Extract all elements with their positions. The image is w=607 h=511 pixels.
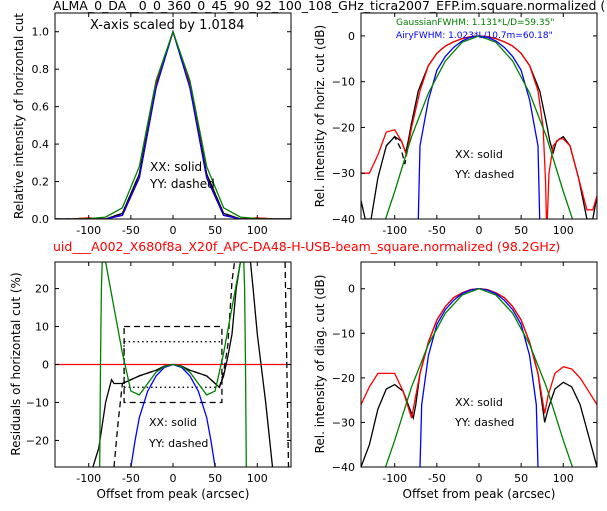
ylabel-top-right: Rel. intensity of horiz. cut (dB) [313, 25, 327, 207]
series-line-bl-9 [99, 262, 247, 467]
y-tick-label-tl: 0.0 [32, 213, 50, 226]
series-line-tr-4 [384, 35, 574, 219]
panel-top-right: -100 -50 0 50 100 −40 −30 −20 −10 0 GaussianFWHM:… [313, 12, 598, 237]
legend-yy-bottom-right: YY: dashed [454, 416, 514, 429]
y-tick-label-tr: −10 [332, 76, 355, 89]
panel-top-left: -100 -50 0 50 100 0.0 0.2 0.4 0.6 0.8 1.0 X-axis s… [12, 12, 292, 237]
ylabel-bottom-right: Rel. intensity of diag. cut (dB) [313, 275, 327, 454]
series-group-top-right [361, 35, 597, 219]
x-tick-label-tr: 0 [476, 224, 483, 237]
x-tick-label-tl: 0 [170, 224, 177, 237]
panel-bottom-left: -100 -50 0 50 100 −20 −10 0 10 20 XX: solid YY: d… [9, 261, 292, 501]
series-line-bl-6 [113, 262, 236, 467]
y-tick-label-tl: 0.2 [32, 176, 50, 189]
series-line-bl-4 [123, 325, 223, 404]
ticks-bottom-right: -100 -50 0 50 100 −40 −30 −20 −10 0 [332, 262, 597, 485]
series-line-tr-0 [361, 35, 597, 219]
y-tick-label-br: −40 [332, 461, 355, 474]
series-line-br-3 [384, 288, 574, 467]
x-tick-label-br: -50 [428, 472, 446, 485]
x-tick-label-bl: -100 [76, 472, 101, 485]
series-line-br-2 [419, 288, 539, 467]
x-tick-label-tl: -50 [122, 224, 140, 237]
x-tick-label-br: 0 [476, 472, 483, 485]
legend-xx-bottom-right: XX: solid [455, 396, 503, 409]
series-line-tr-3 [417, 35, 541, 219]
legend-xx-bottom-left: XX: solid [149, 416, 197, 429]
y-tick-label-tr: −20 [332, 121, 355, 134]
series-line-tr-2 [361, 35, 597, 219]
x-tick-label-br: -100 [382, 472, 407, 485]
y-tick-label-br: −30 [332, 416, 355, 429]
legend-xx-top-left: XX: solid [150, 160, 202, 174]
x-tick-label-bl: -50 [122, 472, 140, 485]
y-tick-label-tl: 0.8 [32, 63, 50, 76]
legend-yy-top-left: YY: dashed [149, 177, 215, 191]
x-tick-label-tr: -50 [428, 224, 446, 237]
ticks-bottom-left: -100 -50 0 50 100 −20 −10 0 10 20 [26, 262, 291, 485]
x-tick-label-br: 100 [553, 472, 574, 485]
x-tick-label-bl: 0 [170, 472, 177, 485]
legend-yy-bottom-left: YY: dashed [148, 437, 208, 450]
legend-yy-top-right: YY: dashed [454, 168, 514, 181]
y-tick-label-bl: 20 [35, 283, 49, 296]
x-tick-label-tl: 50 [208, 224, 222, 237]
top-title: ALMA_0_DA__0_0_360_0_45_90_92_100_108_GH… [53, 0, 605, 13]
ticks-top-right: -100 -50 0 50 100 −40 −30 −20 −10 0 [332, 13, 597, 237]
panel-bottom-right: -100 -50 0 50 100 −40 −30 −20 −10 0 XX: solid YY:… [313, 261, 598, 501]
y-tick-label-tr: −30 [332, 167, 355, 180]
series-line-tl-5 [55, 29, 291, 219]
middle-title: uid___A002_X680f8a_X20f_APC-DA48-H-USB-b… [53, 239, 560, 254]
y-tick-label-tl: 1.0 [32, 26, 50, 39]
x-tick-label-br: 50 [514, 472, 528, 485]
y-tick-label-tr: 0 [348, 30, 355, 43]
x-tick-label-tr: 100 [553, 224, 574, 237]
ticks-top-left: -100 -50 0 50 100 0.0 0.2 0.4 0.6 0.8 1.0 [32, 13, 291, 237]
y-tick-label-bl: 10 [35, 321, 49, 334]
y-tick-label-br: 0 [348, 283, 355, 296]
airy-fwhm-note: AiryFWHM: 1.023*L/10.7m=60.18" [396, 31, 553, 41]
series-group-top-left [55, 29, 291, 219]
xlabel-bottom-left: Offset from peak (arcsec) [97, 487, 250, 501]
ylabel-top-left: Relative intensity of horizontal cut [12, 13, 26, 219]
y-tick-label-tl: 0.4 [32, 138, 50, 151]
x-tick-label-bl: 50 [208, 472, 222, 485]
x-tick-label-tr: -100 [382, 224, 407, 237]
y-tick-label-bl: 0 [42, 359, 49, 372]
series-line-bl-7 [284, 262, 290, 467]
gaussian-fwhm-note: GaussianFWHM: 1.131*L/D=59.35" [396, 18, 554, 28]
series-group-bottom-left [55, 262, 291, 467]
ylabel-bottom-left: Residuals of horizontal cut (%) [9, 272, 23, 455]
series-group-bottom-right [361, 288, 597, 467]
y-tick-label-br: −20 [332, 372, 355, 385]
y-tick-label-bl: −20 [26, 434, 49, 447]
y-tick-label-tl: 0.6 [32, 101, 50, 114]
legend-xx-top-right: XX: solid [455, 148, 503, 161]
y-tick-label-br: −10 [332, 327, 355, 340]
series-line-tr-1 [385, 122, 413, 165]
x-tick-label-tr: 50 [514, 224, 528, 237]
y-tick-label-tr: −40 [332, 213, 355, 226]
x-tick-label-tl: -100 [76, 224, 101, 237]
x-tick-label-bl: 100 [247, 472, 268, 485]
y-tick-label-bl: −10 [26, 396, 49, 409]
scale-note: X-axis scaled by 1.0184 [90, 18, 245, 33]
xlabel-bottom-right: Offset from peak (arcsec) [403, 487, 556, 501]
x-tick-label-tl: 100 [247, 224, 268, 237]
